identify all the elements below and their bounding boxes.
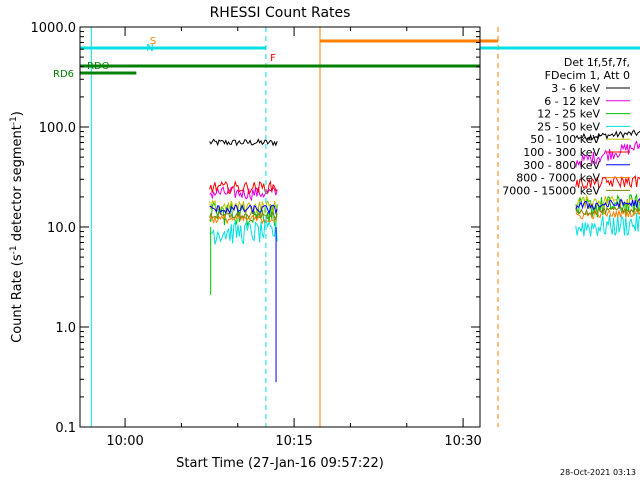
legend-entry-label: 3 - 6 keV xyxy=(551,82,600,95)
saa-flag-label: S xyxy=(150,36,156,47)
plot-frame xyxy=(79,26,481,428)
series-trace xyxy=(209,138,278,147)
y-tick-label: 100.0 xyxy=(39,121,76,136)
legend-entry-label: 300 - 800 keV xyxy=(523,159,600,172)
rdo-flag-label: RDO xyxy=(87,61,110,72)
legend-entry-label: 25 - 50 keV xyxy=(537,120,600,133)
x-tick-label: 10:00 xyxy=(106,434,143,449)
legend-header-line-1: Det 1f,5f,7f, xyxy=(564,56,630,69)
legend-entry-label: 50 - 100 keV xyxy=(530,133,600,146)
rd6-flag-label: RD6 xyxy=(53,69,74,80)
legend-entry-label: 6 - 12 keV xyxy=(544,95,600,108)
x-tick-label: 10:15 xyxy=(275,434,312,449)
x-axis: 10:00 10:15 10:30 xyxy=(106,27,482,449)
legend-entry-label: 12 - 25 keV xyxy=(537,108,600,121)
y-axis: 0.1 1.0 10.0 100.0 1000.0 xyxy=(31,21,480,436)
legend-header-line-2: FDecim 1, Att 0 xyxy=(545,69,630,82)
y-tick-label: 1.0 xyxy=(55,321,76,336)
flare-flag-label: F xyxy=(270,53,276,64)
night-flag-label: N xyxy=(146,43,153,54)
overlay-group: SN F RD6 RDO xyxy=(53,27,640,427)
x-tick-label: 10:30 xyxy=(444,434,481,449)
legend-entry-label: 800 - 7000 keV xyxy=(516,172,600,185)
legend-entry-label: 100 - 300 keV xyxy=(523,146,600,159)
y-tick-label: 0.1 xyxy=(55,421,76,436)
legend-entry-label: 7000 - 15000 keV xyxy=(502,184,600,197)
y-tick-label: 1000.0 xyxy=(31,21,77,36)
trace-group xyxy=(209,129,640,383)
series-trace xyxy=(209,219,278,245)
series-trace xyxy=(209,199,278,214)
footer-timestamp: 28-Oct-2021 03:13 xyxy=(560,468,636,477)
y-axis-label: Count Rate (s-1 detector segment-1) xyxy=(9,111,25,343)
x-axis-label: Start Time (27-Jan-16 09:57:22) xyxy=(176,456,384,471)
series-trace xyxy=(209,201,278,227)
chart-title: RHESSI Count Rates xyxy=(210,5,351,21)
y-tick-label: 10.0 xyxy=(47,221,76,236)
series-trace xyxy=(209,211,278,220)
